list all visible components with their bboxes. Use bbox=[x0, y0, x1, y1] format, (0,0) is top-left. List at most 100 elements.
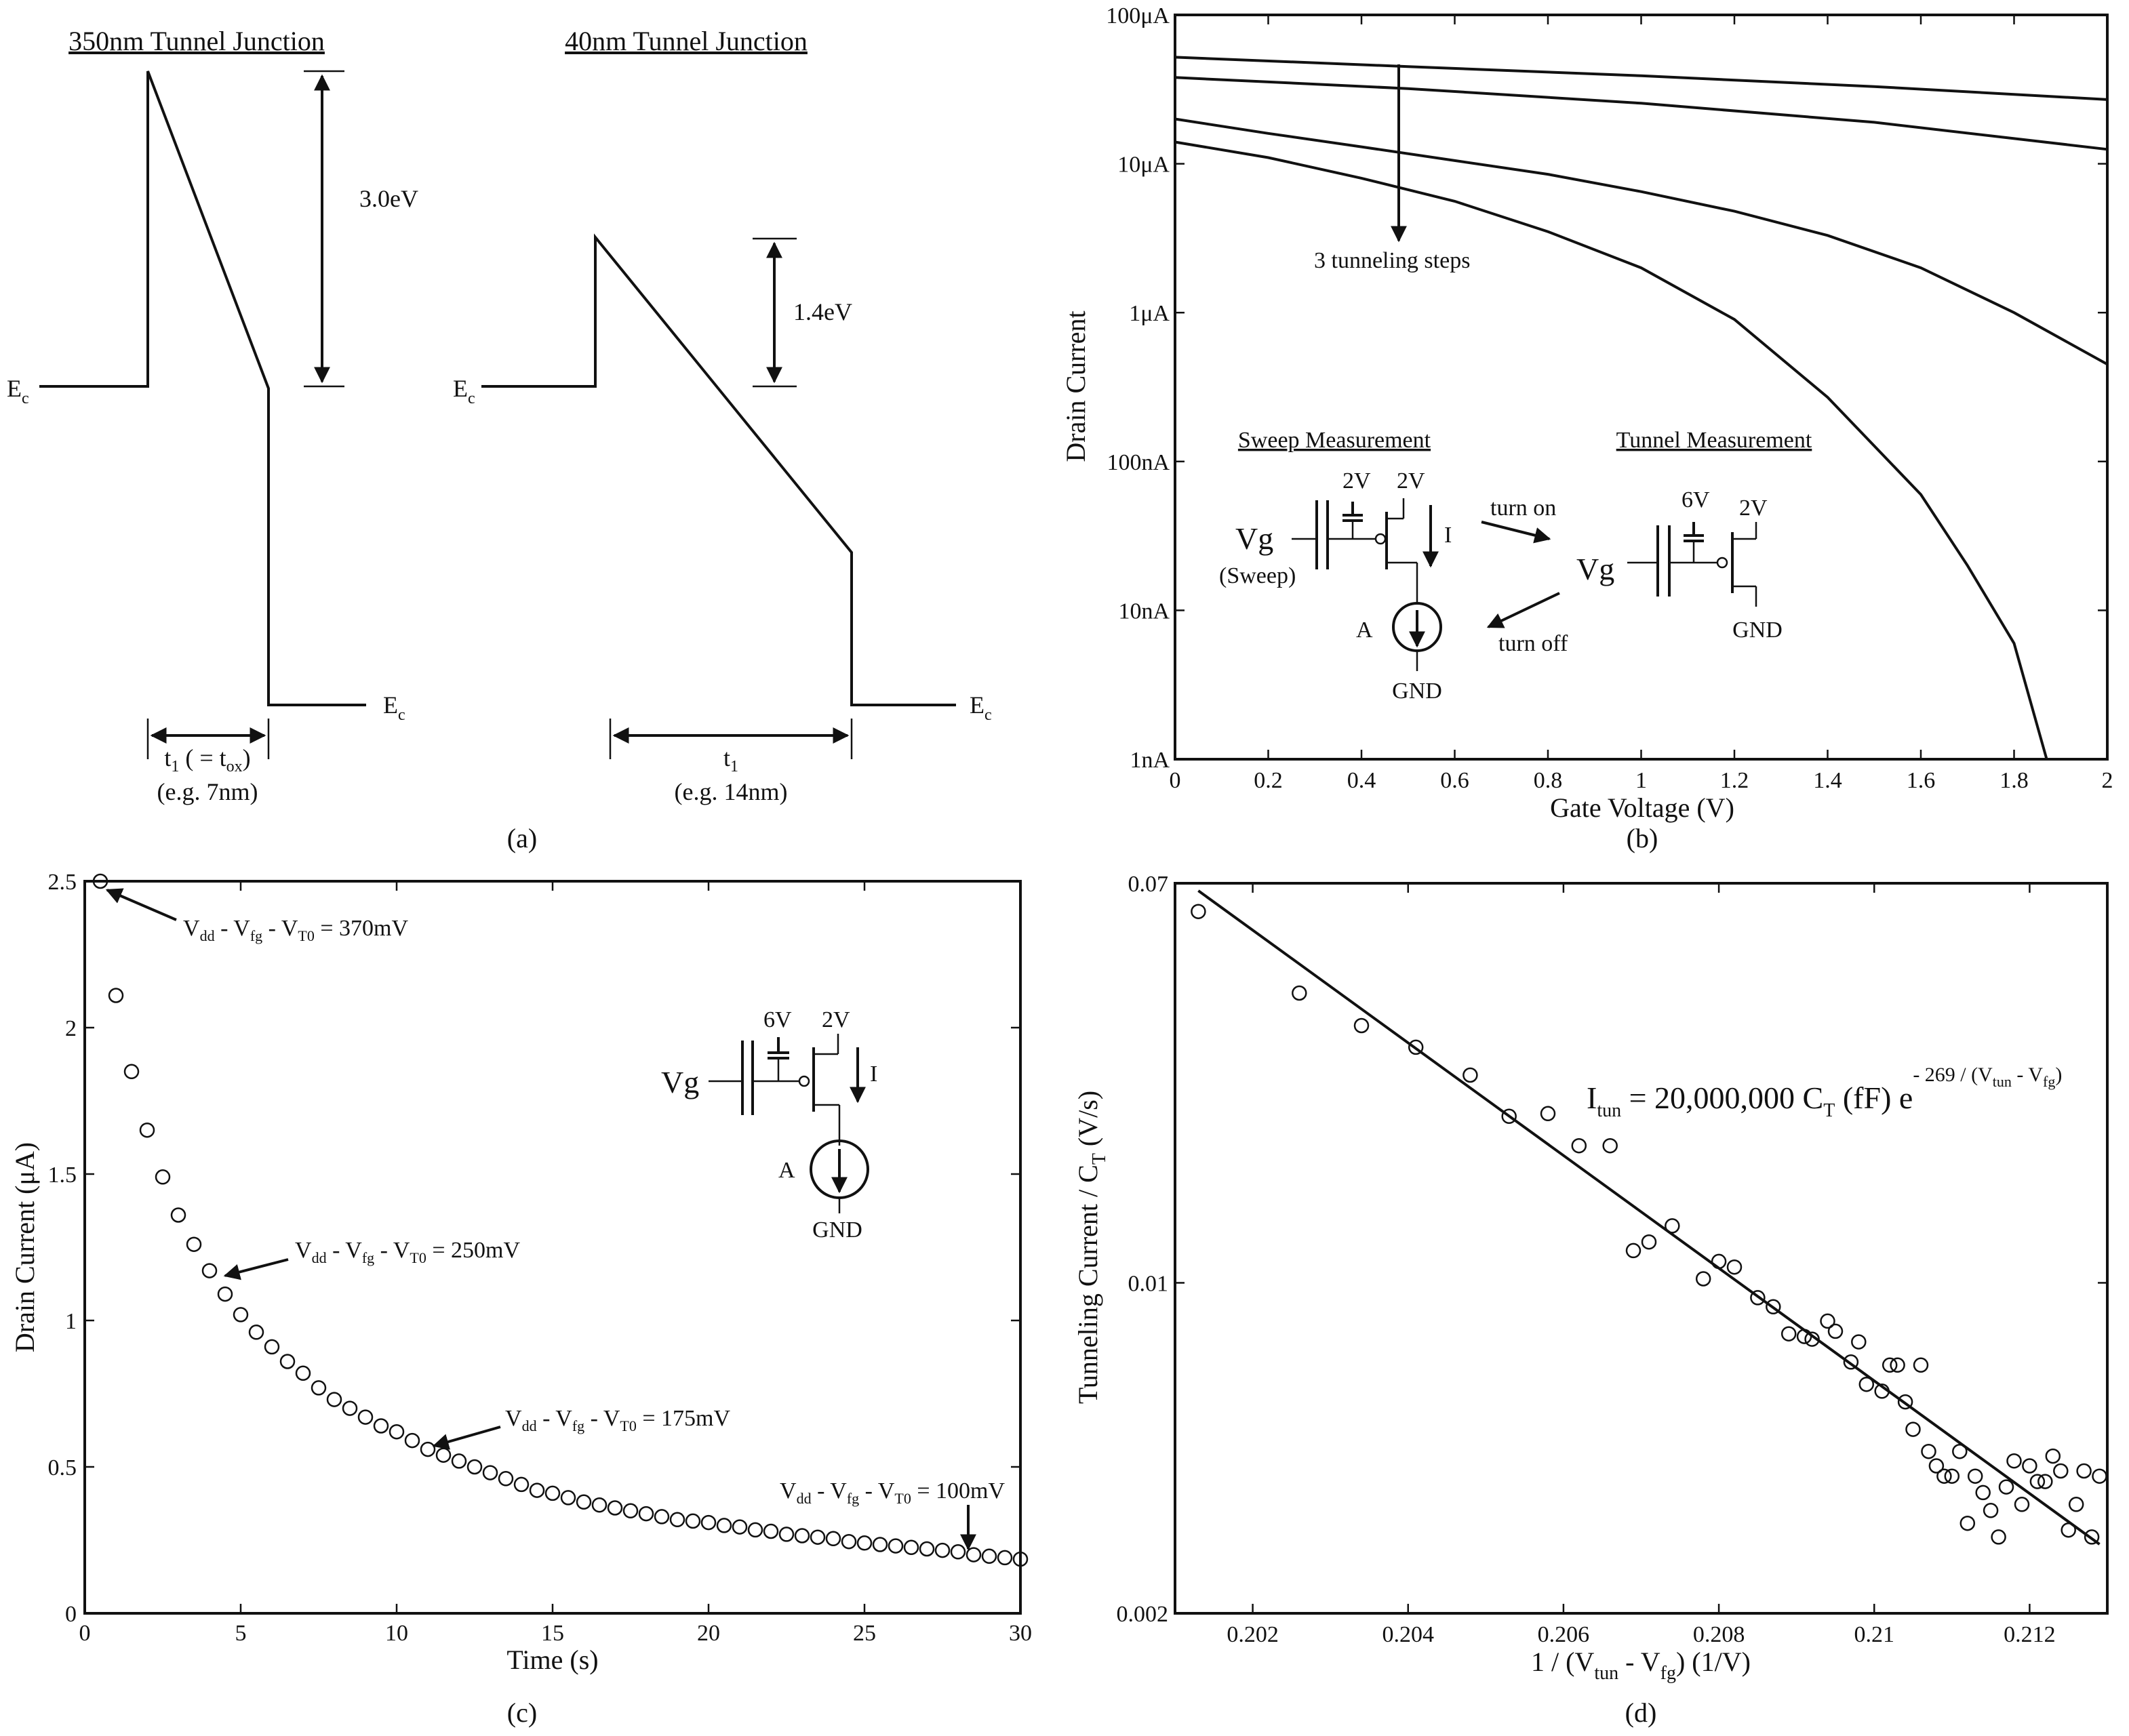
c-data-point bbox=[233, 1307, 249, 1323]
plot-c-xlabel: Time (s) bbox=[506, 1644, 598, 1675]
b-ytick-label: 10μA bbox=[1117, 153, 1170, 178]
c-data-point bbox=[591, 1497, 608, 1513]
d-data-point bbox=[1191, 904, 1206, 919]
plot-b-curves bbox=[1174, 56, 2108, 760]
sweep-i-label: I bbox=[1444, 523, 1452, 548]
d-data-point bbox=[1952, 1443, 1968, 1459]
d-ytick-label: 0.07 bbox=[1128, 872, 1169, 897]
b-xtick-label: 1.8 bbox=[1999, 768, 2029, 793]
c-xtick-label: 25 bbox=[853, 1621, 876, 1646]
plot-d-xlabel: 1 / (Vtun - Vfg) (1/V) bbox=[1531, 1647, 1751, 1684]
c-data-point bbox=[529, 1482, 545, 1498]
d-data-point bbox=[1959, 1515, 1976, 1531]
d-data-point bbox=[1602, 1137, 1618, 1154]
d-data-point bbox=[1408, 1039, 1424, 1055]
d-data-point bbox=[1843, 1354, 1859, 1370]
ann-250-label: Vdd - Vfg - VT0 = 250mV bbox=[295, 1238, 520, 1266]
right-ec-bottom-label: Ec bbox=[970, 691, 992, 724]
d-data-point bbox=[1796, 1329, 1812, 1344]
c-data-point bbox=[872, 1537, 888, 1552]
plot-b-ylabel: Drain Current bbox=[1060, 310, 1091, 462]
c-data-point bbox=[108, 988, 124, 1003]
c-gnd-label: GND bbox=[812, 1217, 862, 1243]
b-xtick-label: 1 bbox=[1635, 768, 1647, 793]
d-data-point bbox=[2045, 1448, 2061, 1464]
panel-d: 0.202 0.204 0.206 0.208 0.21 0.212 0.002 0.01 0.… bbox=[1073, 872, 2109, 1728]
d-data-point bbox=[1827, 1323, 1844, 1339]
ann-250-arrow bbox=[223, 1258, 289, 1280]
c-data-point bbox=[217, 1286, 233, 1302]
c-data-point bbox=[311, 1380, 327, 1396]
c-data-point bbox=[498, 1471, 514, 1487]
c-data-point bbox=[669, 1512, 685, 1528]
c-data-point bbox=[373, 1418, 389, 1434]
d-data-point bbox=[1501, 1108, 1517, 1125]
c-data-point bbox=[357, 1409, 374, 1425]
c-data-point bbox=[404, 1432, 420, 1449]
d-data-point bbox=[1571, 1137, 1587, 1154]
c-data-point bbox=[139, 1122, 155, 1138]
plot-c-points bbox=[92, 873, 1029, 1567]
d-xtick-label: 0.206 bbox=[1538, 1622, 1590, 1647]
c-data-point bbox=[170, 1207, 186, 1223]
plot-c-ticks: 0 5 10 15 20 25 30 0 0.5 1 1.5 2 2.5 bbox=[48, 870, 1033, 1646]
left-ec-label: Ec bbox=[7, 375, 29, 407]
c-data-point bbox=[326, 1392, 342, 1407]
d-ytick-label: 0.002 bbox=[1117, 1602, 1169, 1627]
d-data-point bbox=[1292, 985, 1307, 1001]
b-xtick-label: 1.4 bbox=[1813, 768, 1842, 793]
sweep-title: Sweep Measurement bbox=[1238, 428, 1431, 453]
d-data-point bbox=[2006, 1453, 2022, 1469]
c-ytick-label: 0 bbox=[65, 1602, 77, 1627]
c-data-point bbox=[1012, 1551, 1029, 1567]
turn-on-label: turn on bbox=[1490, 496, 1556, 521]
plot-c-ylabel: Drain Current (μA) bbox=[9, 1142, 40, 1352]
c-2v-label: 2V bbox=[822, 1007, 850, 1032]
c-data-point bbox=[92, 873, 108, 889]
d-data-point bbox=[1804, 1331, 1820, 1347]
sweep-schematic: Vg (Sweep) 2V 2V I A GND bbox=[1219, 468, 1452, 704]
d-data-point bbox=[1882, 1357, 1898, 1373]
d-data-point bbox=[2084, 1529, 2100, 1545]
c-data-point bbox=[732, 1519, 748, 1535]
left-ec-bottom-label: Ec bbox=[383, 691, 405, 724]
ann-100-label: Vdd - Vfg - VT0 = 100mV bbox=[780, 1478, 1005, 1507]
c-ytick-label: 1 bbox=[65, 1309, 77, 1334]
left-barrier-label: 3.0eV bbox=[359, 185, 418, 212]
c-ytick-label: 1.5 bbox=[48, 1163, 77, 1188]
fit-equation: Itun = 20,000,000 CT (fF) e- 269 / (Vtun… bbox=[1587, 1064, 2062, 1121]
c-xtick-label: 10 bbox=[385, 1621, 408, 1646]
c-data-point bbox=[435, 1447, 452, 1463]
d-data-point bbox=[2076, 1463, 2092, 1479]
d-data-point bbox=[1905, 1421, 1921, 1437]
b-series-4 bbox=[1174, 140, 2048, 760]
c-data-point bbox=[576, 1494, 592, 1510]
c-xtick-label: 15 bbox=[541, 1621, 564, 1646]
plot-d-ticks: 0.202 0.204 0.206 0.208 0.21 0.212 0.002 0.01 0.… bbox=[1117, 872, 2107, 1647]
c-ytick-label: 0.5 bbox=[48, 1455, 77, 1480]
c-xtick-label: 30 bbox=[1009, 1621, 1032, 1646]
c-data-point bbox=[389, 1424, 405, 1440]
d-data-point bbox=[1641, 1234, 1657, 1250]
turn-off-arrow bbox=[1486, 592, 1560, 628]
turn-on-arrow bbox=[1481, 521, 1551, 544]
b-xtick-label: 0.6 bbox=[1440, 768, 1469, 793]
d-data-point bbox=[1695, 1271, 1711, 1287]
right-band-diagram bbox=[481, 233, 956, 706]
d-xtick-label: 0.204 bbox=[1382, 1622, 1435, 1647]
c-data-point bbox=[482, 1465, 498, 1480]
c-data-point bbox=[295, 1365, 311, 1381]
c-data-point bbox=[685, 1513, 701, 1529]
c-data-point bbox=[919, 1541, 935, 1557]
left-example-label: (e.g. 7nm) bbox=[157, 778, 258, 805]
c-data-point bbox=[264, 1339, 280, 1355]
d-data-point bbox=[2068, 1497, 2084, 1512]
d-data-point bbox=[1983, 1503, 1999, 1518]
d-fit-line bbox=[1197, 889, 2101, 1546]
b-xtick-label: 1.2 bbox=[1720, 768, 1749, 793]
d-data-point bbox=[1967, 1468, 1983, 1484]
tunnel-6v-label: 6V bbox=[1682, 487, 1710, 512]
c-data-point bbox=[560, 1490, 576, 1506]
d-data-point bbox=[1750, 1290, 1766, 1306]
